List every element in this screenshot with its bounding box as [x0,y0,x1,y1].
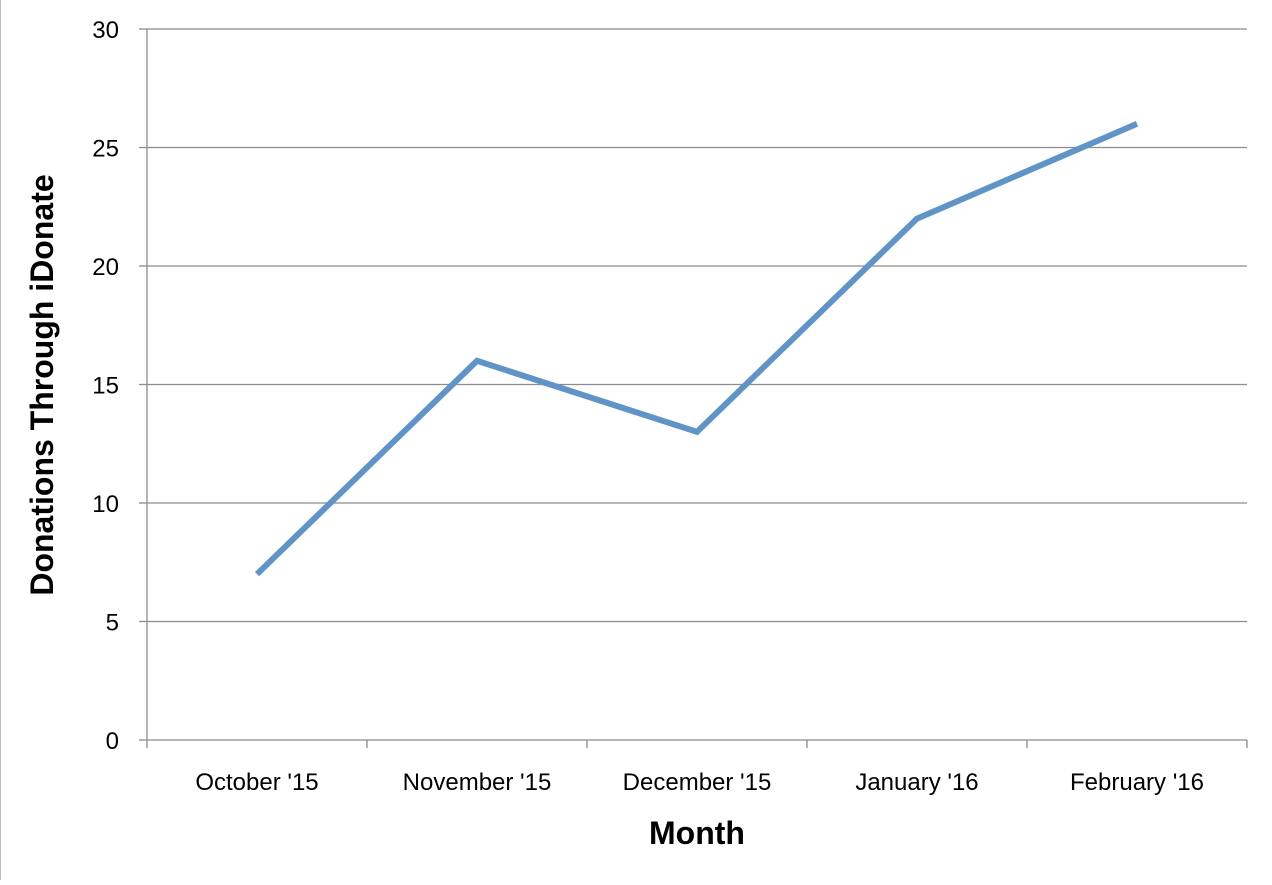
y-tick-label: 30 [92,17,119,44]
y-tick-label: 10 [92,491,119,518]
axes [139,28,1248,748]
x-tick-labels: October '15 November '15 December '15 Janua… [195,769,1204,796]
left-border [0,0,1,880]
y-axis-title: Donations Through iDonate [24,174,60,595]
y-tick-label: 25 [92,136,119,163]
y-tick-label: 5 [106,610,119,637]
x-tick-label: January '16 [855,769,978,796]
x-axis-title: Month [649,815,745,851]
y-tick-label: 20 [92,254,119,281]
series-layer [254,121,1139,577]
y-tick-label: 0 [106,728,119,755]
series-line [254,121,1139,577]
x-tick-label: December '15 [623,769,772,796]
y-tick-label: 15 [92,373,119,400]
x-tick-label: October '15 [195,769,318,796]
x-tick-label: November '15 [403,769,552,796]
gridlines [147,28,1247,623]
y-tick-labels: 0 5 10 15 20 25 30 [92,17,119,755]
x-tick-label: February '16 [1070,769,1204,796]
